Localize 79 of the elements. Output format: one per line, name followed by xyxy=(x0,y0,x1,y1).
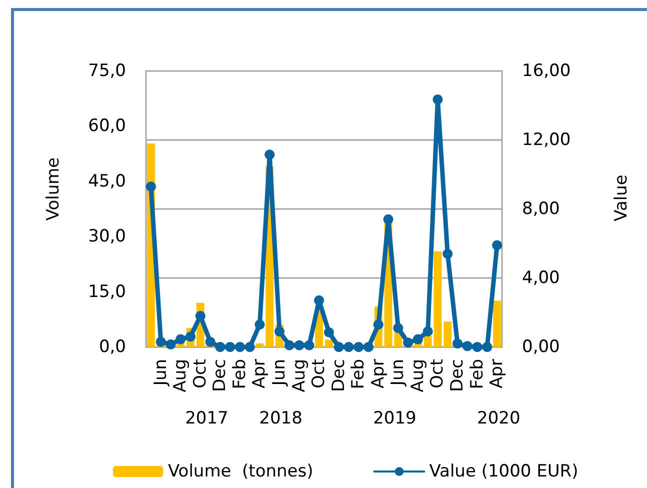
x-tick-label: Apr xyxy=(368,359,388,388)
point xyxy=(344,342,354,352)
x-tick-label: Apr xyxy=(487,359,508,388)
bar xyxy=(256,343,264,347)
y2-axis-title: Value xyxy=(612,174,632,222)
x-tick-label: Jun xyxy=(388,359,408,387)
bar xyxy=(434,251,442,347)
point xyxy=(284,340,294,350)
point xyxy=(334,342,344,352)
point xyxy=(442,248,453,259)
y-tick-label: 75,0 xyxy=(88,61,126,81)
y2-tick-label: 0,00 xyxy=(522,337,560,357)
point xyxy=(274,326,284,336)
point xyxy=(324,327,334,338)
bar xyxy=(324,340,333,347)
point xyxy=(403,338,414,348)
x-tick-label: Feb xyxy=(348,359,369,390)
point xyxy=(234,342,245,352)
legend-label: Value (1000 EUR) xyxy=(429,462,578,482)
point xyxy=(412,334,423,344)
point xyxy=(452,338,462,349)
y-axis-title: Volume xyxy=(44,157,64,221)
text: 2020 xyxy=(477,408,520,428)
y-tick-label: 60,0 xyxy=(88,116,126,136)
x-tick-label: Apr xyxy=(250,359,270,388)
x-tick-label: Feb xyxy=(230,359,250,390)
bar xyxy=(493,300,502,347)
bar xyxy=(444,322,452,347)
text: 2019 xyxy=(373,408,416,428)
y-tick-label: 0,0 xyxy=(98,337,126,357)
point xyxy=(373,320,384,330)
point xyxy=(225,342,236,352)
point xyxy=(215,342,226,352)
legend-label: Volume (tonnes) xyxy=(168,462,314,482)
point xyxy=(383,214,394,224)
point xyxy=(472,342,482,352)
x-tick-label: Oct xyxy=(309,358,330,388)
x-tick-label: Aug xyxy=(170,359,191,392)
point xyxy=(205,336,216,347)
point xyxy=(432,94,443,104)
y2-tick-label: 8,00 xyxy=(522,199,560,219)
point xyxy=(393,323,404,334)
point xyxy=(254,320,265,330)
x-tick-label: Aug xyxy=(408,359,428,392)
point xyxy=(482,342,492,352)
point xyxy=(314,295,324,306)
point xyxy=(176,334,186,344)
x-tick-label: Dec xyxy=(448,359,468,392)
x-tick-label: Aug xyxy=(289,359,310,392)
point xyxy=(146,182,156,192)
point xyxy=(364,342,374,352)
point xyxy=(462,341,472,352)
point xyxy=(354,342,364,352)
point xyxy=(304,340,314,350)
point xyxy=(186,332,196,342)
x-tick-label: Dec xyxy=(210,359,230,392)
text: 2018 xyxy=(259,408,302,428)
point xyxy=(244,342,255,352)
point xyxy=(156,336,166,347)
y-tick-label: 15,0 xyxy=(88,282,126,302)
text: 2017 xyxy=(185,408,228,428)
x-tick-label: Dec xyxy=(328,359,349,392)
x-tick-label: Jun xyxy=(270,359,290,387)
x-tick-label: Oct xyxy=(428,358,448,388)
x-tick-label: Jun xyxy=(150,359,171,387)
point xyxy=(422,326,433,336)
point xyxy=(264,150,275,160)
y2-tick-label: 4,00 xyxy=(522,268,560,288)
y2-tick-label: 12,00 xyxy=(522,130,571,150)
point xyxy=(492,240,502,250)
x-tick-label: Oct xyxy=(190,358,210,388)
y-tick-label: 30,0 xyxy=(88,226,126,247)
point xyxy=(166,339,176,350)
point xyxy=(294,340,304,350)
point xyxy=(195,310,206,321)
bar xyxy=(424,336,432,347)
y2-tick-label: 16,00 xyxy=(522,61,571,81)
y-tick-label: 45,0 xyxy=(88,171,126,192)
x-tick-label: Feb xyxy=(467,359,488,390)
